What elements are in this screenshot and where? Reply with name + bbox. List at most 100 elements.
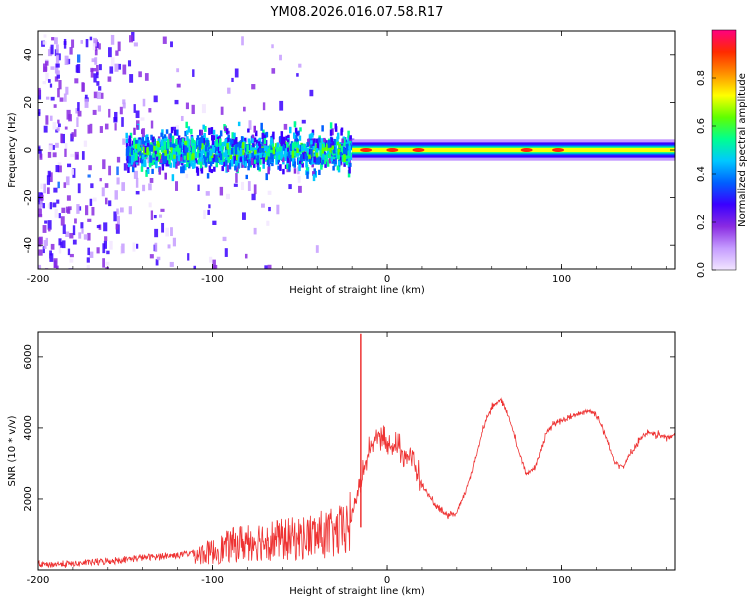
spectrogram-cell	[144, 73, 149, 81]
spectrogram-cell	[166, 158, 169, 163]
spectrogram-cell	[229, 138, 232, 146]
spectrogram-cell	[65, 176, 70, 186]
spectrogram-cell	[169, 133, 172, 139]
spectrogram-cell	[228, 162, 232, 170]
spectrogram-cell	[146, 142, 150, 147]
spectrogram-cell	[296, 149, 300, 157]
spectrogram-cell	[50, 96, 55, 101]
spectrogram-cell	[342, 151, 345, 159]
spectrogram-cell	[287, 151, 291, 159]
spectrogram-cell	[67, 163, 72, 168]
spectrogram-cell	[295, 134, 298, 143]
y-tick-label: 6000	[23, 344, 34, 369]
snr-panel: -200 -100 0 100 2000 4000 6000 Height of strai…	[7, 331, 676, 597]
spectrogram-cell	[86, 257, 90, 263]
spectrogram-cell	[235, 137, 238, 144]
spectrogram-cell	[295, 143, 298, 148]
snr-ylabel: SNR (10 * v/v)	[7, 415, 18, 486]
spectrogram-cell	[71, 39, 75, 48]
spectrogram-cell	[178, 147, 181, 155]
spectrogram-cell	[234, 160, 238, 168]
spectrogram-cell	[286, 146, 290, 152]
spectrogram-cell	[148, 183, 152, 191]
spectrogram-cell	[247, 154, 250, 159]
spectrogram-cell	[55, 54, 60, 64]
spectrogram-cell	[309, 89, 314, 97]
spectrogram-cell	[200, 129, 204, 135]
spectrogram-cell	[141, 143, 145, 151]
spectrogram-cell	[224, 138, 228, 147]
spectrogram-cell	[166, 152, 170, 161]
spectrogram-cell	[187, 253, 190, 261]
spectrogram-cell	[70, 168, 74, 175]
spectrogram-cell	[114, 123, 117, 131]
spectrogram-cell	[54, 76, 59, 82]
spectrogram-cell	[83, 234, 88, 240]
spectrogram-cell	[315, 152, 319, 158]
spectrogram-cell	[164, 172, 167, 180]
spectrogram-cell	[58, 244, 62, 254]
spectrogram-cell	[211, 156, 215, 165]
spectrogram-cell	[43, 125, 48, 133]
spectrogram-cell	[342, 149, 346, 154]
spectrogram-cell	[93, 73, 97, 83]
spectrogram-cell	[143, 140, 147, 145]
spectrogram-cell	[132, 153, 135, 159]
spectrogram-cell	[200, 142, 204, 150]
spectrogram-cell	[230, 147, 234, 155]
spectrogram-cell	[87, 232, 91, 241]
spectrogram-cell	[231, 159, 234, 167]
spectrogram-cell	[56, 199, 60, 204]
spectrogram-cell	[308, 154, 311, 160]
spectrogram-cell	[66, 195, 71, 201]
spectrogram-cell	[188, 152, 192, 160]
spectrogram-cell	[237, 121, 241, 127]
spectrogram-cell	[210, 134, 214, 141]
spectrogram-cell	[135, 190, 140, 195]
spectrogram-cell	[277, 150, 281, 158]
spectrogram-cell	[139, 144, 143, 150]
spectrogram-cell	[248, 140, 251, 146]
spectrogram-cell	[228, 148, 231, 154]
spectrogram-cell	[98, 64, 102, 71]
spectrogram-cell	[72, 225, 76, 236]
spectrogram-cell	[317, 157, 321, 165]
spectrogram-cell	[323, 156, 327, 165]
spectrogram-cell	[323, 145, 327, 151]
spectrogram-cell	[291, 142, 295, 150]
spectrogram-cell	[140, 166, 144, 172]
spectrogram-cell	[45, 72, 49, 81]
spectrogram-cell	[176, 129, 179, 136]
spectrogram-cell	[338, 143, 341, 148]
spectrogram-cell	[291, 158, 295, 165]
spectrogram-cell	[260, 122, 263, 131]
spectrogram-hotspot	[520, 148, 533, 152]
spectrogram-cell	[258, 143, 262, 149]
spectrogram-cell	[280, 131, 284, 138]
spectrogram-cell	[125, 138, 129, 144]
spectrogram-cell	[350, 144, 354, 150]
spectrogram-cell	[257, 164, 260, 171]
spectrogram-cell	[74, 218, 77, 224]
spectrogram-cell	[153, 95, 158, 103]
spectrogram-cell	[259, 157, 262, 165]
spectrogram-cell	[210, 169, 214, 174]
spectrogram-cell	[334, 145, 337, 151]
spectrogram-cell	[102, 258, 106, 268]
spectrogram-cell	[142, 154, 145, 160]
spectrogram-cell	[280, 135, 284, 141]
spectrogram-cell	[145, 142, 148, 148]
spectrogram-cell	[336, 141, 339, 146]
spectrogram-cell	[308, 158, 312, 164]
spectrogram-cell	[326, 159, 330, 167]
spectrogram-cell	[310, 141, 313, 149]
y-tick-label: 20	[23, 96, 34, 109]
spectrogram-cell	[97, 105, 102, 112]
spectrogram-cell	[58, 238, 62, 246]
spectrogram-cell	[195, 166, 199, 173]
spectrogram-cell	[309, 133, 313, 139]
x-tick-label: -200	[27, 274, 50, 285]
spectrogram-cell	[126, 156, 129, 164]
spectrogram-cell	[154, 242, 158, 252]
spectrogram-cell	[165, 227, 169, 237]
